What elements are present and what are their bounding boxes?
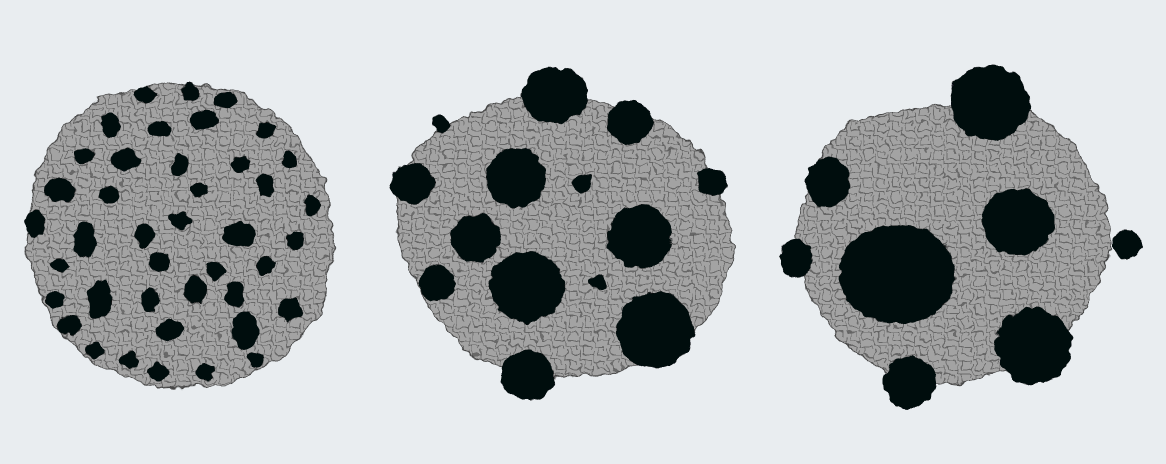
cell-cluster-2 — [390, 67, 736, 400]
cell-cluster-3 — [780, 65, 1141, 408]
cell-cluster-1 — [24, 81, 336, 389]
